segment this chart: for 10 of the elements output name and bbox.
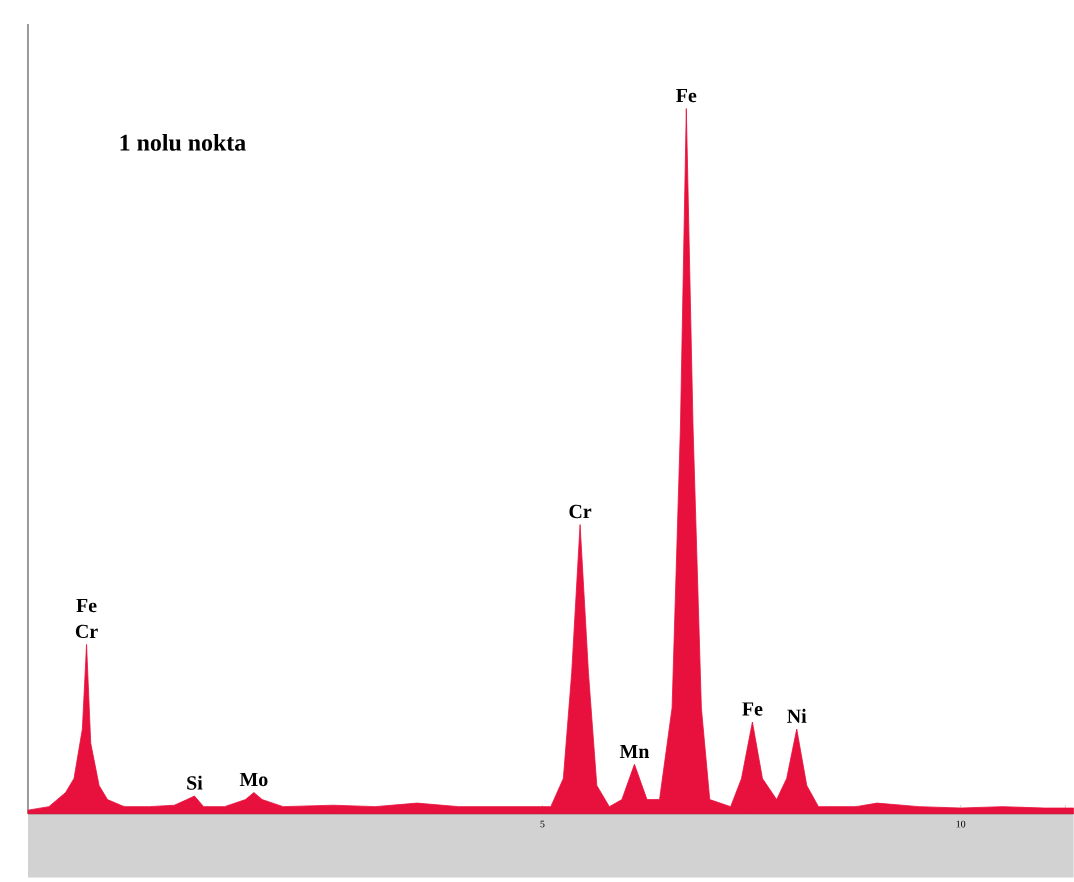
annotation: Fe xyxy=(742,702,763,716)
annotation: Cr xyxy=(569,505,592,519)
annotation: Fe xyxy=(676,89,697,103)
annotation: Cr xyxy=(75,624,98,639)
annotation: Mo xyxy=(239,773,268,787)
text: 1 nolu nokta xyxy=(120,134,246,152)
annotation: Ni xyxy=(787,709,807,723)
annotation: Mn xyxy=(619,745,650,759)
annotation: Si xyxy=(187,775,203,790)
annotation: Fe xyxy=(76,599,97,613)
